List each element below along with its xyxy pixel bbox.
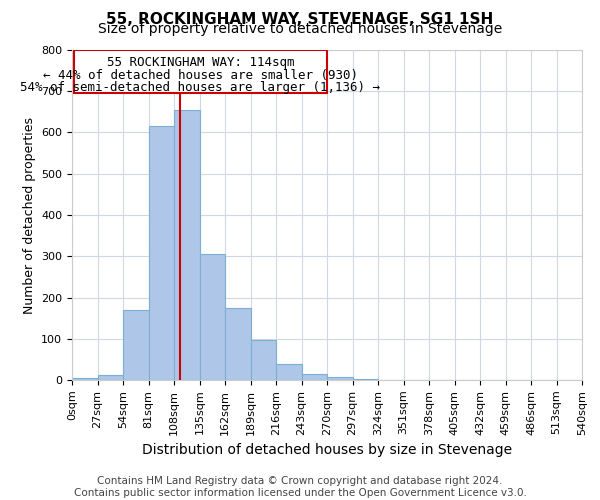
FancyBboxPatch shape: [74, 50, 327, 94]
Text: 55 ROCKINGHAM WAY: 114sqm: 55 ROCKINGHAM WAY: 114sqm: [107, 56, 294, 69]
Bar: [149, 126, 174, 380]
X-axis label: Distribution of detached houses by size in Stevenage: Distribution of detached houses by size …: [142, 443, 512, 457]
Bar: [225, 308, 251, 380]
Bar: [302, 374, 327, 380]
Text: Size of property relative to detached houses in Stevenage: Size of property relative to detached ho…: [98, 22, 502, 36]
Text: Contains HM Land Registry data © Crown copyright and database right 2024.
Contai: Contains HM Land Registry data © Crown c…: [74, 476, 526, 498]
Bar: [97, 375, 123, 380]
Bar: [199, 254, 225, 380]
Bar: [276, 364, 302, 380]
Text: ← 44% of detached houses are smaller (930): ← 44% of detached houses are smaller (93…: [43, 68, 358, 82]
Bar: [251, 340, 276, 380]
Bar: [72, 378, 97, 380]
Bar: [123, 310, 149, 380]
Bar: [327, 376, 353, 380]
Text: 55, ROCKINGHAM WAY, STEVENAGE, SG1 1SH: 55, ROCKINGHAM WAY, STEVENAGE, SG1 1SH: [106, 12, 494, 28]
Y-axis label: Number of detached properties: Number of detached properties: [23, 116, 35, 314]
Bar: [353, 379, 378, 380]
Text: 54% of semi-detached houses are larger (1,136) →: 54% of semi-detached houses are larger (…: [20, 81, 380, 94]
Bar: [174, 110, 199, 380]
